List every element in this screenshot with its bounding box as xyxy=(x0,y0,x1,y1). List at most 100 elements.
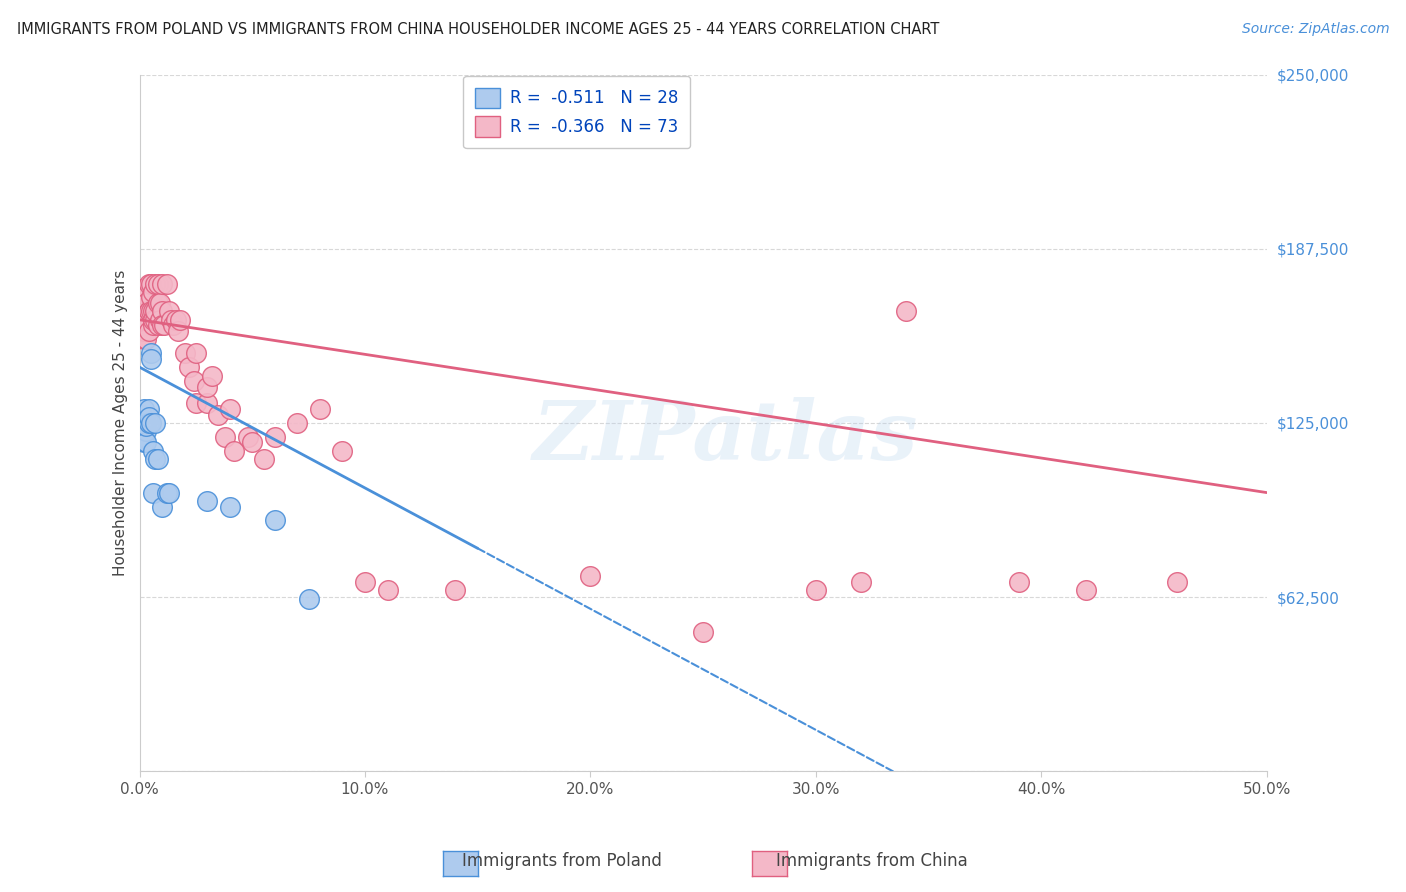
Point xyxy=(150,304,173,318)
Point xyxy=(166,324,188,338)
Point xyxy=(131,416,153,430)
Point xyxy=(149,296,172,310)
Point xyxy=(160,313,183,327)
Point xyxy=(157,304,180,318)
Point xyxy=(143,277,166,291)
Point xyxy=(138,401,160,416)
Point xyxy=(157,485,180,500)
Point xyxy=(138,304,160,318)
Point xyxy=(132,401,155,416)
Point xyxy=(139,346,162,360)
Text: Immigrants from China: Immigrants from China xyxy=(776,852,967,870)
Point xyxy=(184,346,207,360)
Point xyxy=(285,416,308,430)
Point xyxy=(579,569,602,583)
Point xyxy=(354,574,377,589)
Point xyxy=(218,500,240,514)
Point xyxy=(142,304,165,318)
Point xyxy=(135,304,157,318)
Point xyxy=(894,304,917,318)
Point xyxy=(1166,574,1188,589)
Point xyxy=(132,332,155,346)
Text: IMMIGRANTS FROM POLAND VS IMMIGRANTS FROM CHINA HOUSEHOLDER INCOME AGES 25 - 44 : IMMIGRANTS FROM POLAND VS IMMIGRANTS FRO… xyxy=(17,22,939,37)
Point xyxy=(263,430,285,444)
Point xyxy=(143,313,166,327)
Point xyxy=(155,277,177,291)
Point xyxy=(218,401,240,416)
Point xyxy=(183,374,205,388)
Point xyxy=(207,408,229,422)
Point xyxy=(146,318,169,333)
Point xyxy=(240,435,263,450)
Point xyxy=(849,574,872,589)
Point xyxy=(252,452,274,467)
Point xyxy=(146,296,169,310)
Point xyxy=(142,285,165,299)
Point xyxy=(162,318,184,333)
Point xyxy=(132,324,155,338)
Point xyxy=(135,313,157,327)
Point xyxy=(139,416,162,430)
Point xyxy=(138,410,160,425)
Point xyxy=(201,368,224,383)
Point xyxy=(236,430,259,444)
Point xyxy=(1008,574,1031,589)
Text: Immigrants from Poland: Immigrants from Poland xyxy=(463,852,662,870)
Point xyxy=(142,443,165,458)
Text: ZIPatlas: ZIPatlas xyxy=(533,397,918,477)
Point xyxy=(135,318,157,333)
Point xyxy=(149,313,172,327)
Point xyxy=(138,324,160,338)
Point xyxy=(132,304,155,318)
Point xyxy=(142,313,165,327)
Point xyxy=(131,408,153,422)
Point xyxy=(150,318,173,333)
Point xyxy=(692,624,714,639)
Point xyxy=(184,396,207,410)
Point xyxy=(214,430,236,444)
Point xyxy=(150,500,173,514)
Point xyxy=(135,424,157,438)
Point xyxy=(135,296,157,310)
Point xyxy=(1076,583,1098,598)
Point xyxy=(138,416,160,430)
Point xyxy=(150,277,173,291)
Point xyxy=(195,396,218,410)
Point xyxy=(142,318,165,333)
Point xyxy=(135,332,157,346)
Point xyxy=(142,485,165,500)
Point xyxy=(138,304,160,318)
Point xyxy=(139,304,162,318)
Point xyxy=(132,435,155,450)
Point xyxy=(143,416,166,430)
Point xyxy=(131,304,153,318)
Point xyxy=(132,291,155,305)
Point xyxy=(179,360,201,375)
Point xyxy=(146,277,169,291)
Point xyxy=(195,379,218,393)
Point xyxy=(169,313,191,327)
Point xyxy=(132,430,155,444)
Point xyxy=(135,418,157,433)
Point xyxy=(297,591,319,606)
Point xyxy=(143,304,166,318)
Point xyxy=(131,282,153,296)
Point xyxy=(195,494,218,508)
Point xyxy=(131,291,153,305)
Point xyxy=(139,291,162,305)
Point xyxy=(143,452,166,467)
Point xyxy=(146,452,169,467)
Point xyxy=(804,583,827,598)
Point xyxy=(139,277,162,291)
Point xyxy=(165,313,187,327)
Point xyxy=(263,513,285,527)
Point xyxy=(135,416,157,430)
Point xyxy=(332,443,354,458)
Point xyxy=(135,435,157,450)
Y-axis label: Householder Income Ages 25 - 44 years: Householder Income Ages 25 - 44 years xyxy=(114,269,128,576)
Point xyxy=(173,346,195,360)
Point xyxy=(224,443,246,458)
Legend: R =  -0.511   N = 28, R =  -0.366   N = 73: R = -0.511 N = 28, R = -0.366 N = 73 xyxy=(464,76,690,148)
Point xyxy=(377,583,399,598)
Point xyxy=(153,318,176,333)
